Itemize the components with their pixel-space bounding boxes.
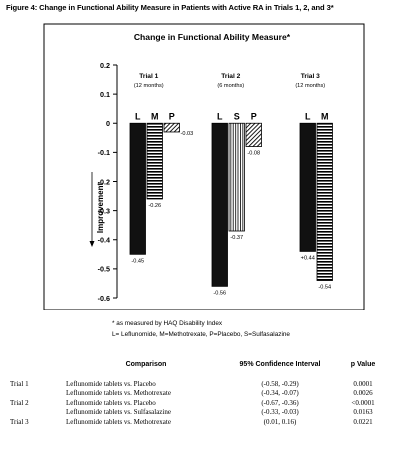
y-tick-label: -0.3 <box>98 206 110 215</box>
comparison-cell: Leflunomide tablets vs. Placebo <box>66 379 156 388</box>
table-header-row: Comparison 95% Confidence Interval p Val… <box>10 360 392 380</box>
y-tick-group: 0.2 0.1 0 -0.1 -0.2 -0.3 -0.4 -0.5 -0.6 <box>98 61 117 303</box>
table-row: Trial 3 Leflunomide tablets vs. Methotre… <box>10 418 392 428</box>
footnote: * as measured by HAQ Disability Index <box>112 320 223 327</box>
y-tick-label: -0.1 <box>98 148 110 157</box>
y-tick-label: -0.4 <box>98 236 110 245</box>
bar-value-label: +0.44 <box>301 255 315 261</box>
bar-value-label: -0.08 <box>247 151 260 157</box>
bar <box>146 122 163 200</box>
ci-cell: (0.01, 0.16) <box>263 417 297 426</box>
bar-letter: P <box>251 111 257 121</box>
bar-value-label: -0.26 <box>148 203 161 209</box>
chart-title: Change in Functional Ability Measure* <box>134 32 291 42</box>
p-value-cell: 0.0001 <box>353 379 373 388</box>
bar-group: Trial 1 (12 months) L -0.45 M -0.26 P -0.03 Tria… <box>129 73 333 296</box>
ci-cell: (-0.33, -0.03) <box>261 408 299 417</box>
comparison-cell: Leflunomide tablets vs. Placebo <box>66 398 156 407</box>
bar-letter: M <box>151 111 159 121</box>
bar-letter: L <box>305 111 311 121</box>
bar-value-label: -0.37 <box>230 235 243 241</box>
chart-frame <box>43 23 365 310</box>
bar-letter: P <box>169 111 175 121</box>
trial-duration: (12 months) <box>134 83 164 89</box>
p-value-cell: <0.0001 <box>351 398 375 407</box>
bar <box>211 122 228 287</box>
bar-letter: L <box>135 111 141 121</box>
y-tick-label: 0 <box>106 119 110 128</box>
comparison-cell: Leflunomide tablets vs. Methotrexate <box>66 389 171 398</box>
trial-duration: (6 months) <box>217 83 244 89</box>
p-value-cell: 0.0221 <box>353 417 373 426</box>
bar <box>245 122 262 147</box>
trial-cell <box>10 408 66 418</box>
trial-name: Trial 2 <box>221 73 240 80</box>
improvement-arrowhead <box>89 241 95 247</box>
bar <box>228 122 245 232</box>
figure-title: Figure 4: Change in Functional Ability M… <box>6 3 334 12</box>
comparison-cell: Leflunomide tablets vs. Sulfasalazine <box>66 408 171 417</box>
header-p-value: p Value <box>350 361 376 368</box>
bar-value-label: -0.54 <box>318 285 331 291</box>
comparison-table: Comparison 95% Confidence Interval p Val… <box>10 360 392 428</box>
bar-letter: M <box>321 111 329 121</box>
trial-cell <box>10 389 66 399</box>
ci-cell: (-0.67, -0.36) <box>261 398 299 407</box>
bar <box>316 122 333 281</box>
bar-value-label: -0.56 <box>213 290 226 296</box>
comparison-cell: Leflunomide tablets vs. Methotrexate <box>66 417 171 426</box>
bar-value-label: -0.45 <box>131 258 144 264</box>
trial-cell: Trial 3 <box>10 417 29 426</box>
p-value-cell: 0.0026 <box>353 389 373 398</box>
y-tick-label: 0.2 <box>100 61 110 70</box>
legend-key: L= Leflunomide, M=Methotrexate, P=Placeb… <box>112 331 290 338</box>
bar-letter: S <box>234 111 240 121</box>
y-tick-label: -0.6 <box>98 294 110 303</box>
trial-duration: (12 months) <box>295 83 325 89</box>
trial-cell: Trial 2 <box>10 398 29 407</box>
y-axis-label: Improvement <box>96 183 105 234</box>
p-value-cell: 0.0163 <box>353 408 373 417</box>
y-tick-label: 0.1 <box>100 90 110 99</box>
header-trial <box>10 360 66 380</box>
bar <box>299 122 316 252</box>
header-ci: 95% Confidence Interval <box>239 361 321 368</box>
bar-letter: L <box>217 111 223 121</box>
trial-name: Trial 3 <box>301 73 320 80</box>
ci-cell: (-0.34, -0.07) <box>261 389 299 398</box>
bar-value-label: -0.03 <box>181 131 194 137</box>
trial-cell: Trial 1 <box>10 379 29 388</box>
table-row: Leflunomide tablets vs. Methotrexate (-0… <box>10 389 392 399</box>
bar <box>163 122 180 133</box>
chart: Change in Functional Ability Measure* 0.… <box>43 23 365 310</box>
y-tick-label: -0.2 <box>98 177 110 186</box>
header-comparison: Comparison <box>125 361 167 368</box>
trial-name: Trial 1 <box>139 73 158 80</box>
y-tick-label: -0.5 <box>98 265 110 274</box>
bar <box>129 122 146 255</box>
table-row: Trial 1 Leflunomide tablets vs. Placebo … <box>10 380 392 390</box>
ci-cell: (-0.58, -0.29) <box>261 379 299 388</box>
table-row: Trial 2 Leflunomide tablets vs. Placebo … <box>10 399 392 409</box>
table-row: Leflunomide tablets vs. Sulfasalazine (-… <box>10 408 392 418</box>
